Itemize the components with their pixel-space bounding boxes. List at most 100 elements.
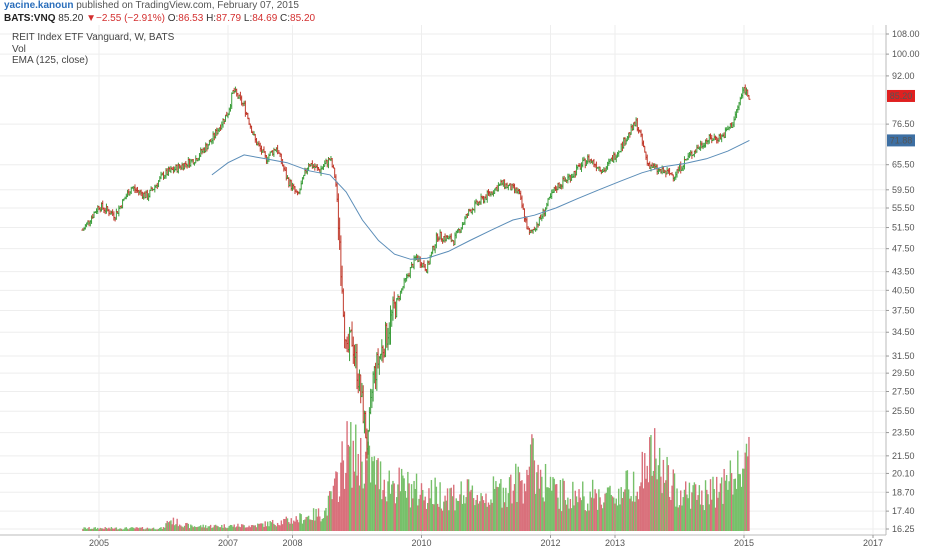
volume-bar: [311, 520, 314, 531]
volume-bar: [745, 443, 748, 531]
volume-bar: [336, 472, 338, 531]
volume-bar: [667, 465, 670, 531]
volume-bar: [294, 521, 296, 531]
volume-bar: [142, 529, 145, 531]
volume-bar: [687, 498, 689, 531]
volume-bar: [367, 441, 369, 531]
volume-bar: [361, 461, 363, 531]
volume-bar: [587, 503, 589, 531]
volume-bar: [675, 506, 677, 531]
volume-bar: [223, 524, 225, 531]
volume-bar: [451, 496, 454, 531]
volume-bar: [644, 453, 646, 531]
volume-bar: [188, 528, 191, 531]
volume-bar: [270, 522, 273, 531]
legend-vol: Vol: [12, 44, 26, 55]
volume-bar: [678, 505, 681, 531]
time-tick-label: 2013: [605, 538, 625, 548]
volume-bar: [265, 526, 268, 531]
volume-bar: [599, 497, 601, 531]
volume-bar: [541, 476, 543, 531]
volume-bar: [585, 511, 588, 531]
volume-bar: [646, 465, 648, 531]
volume-bar: [408, 483, 410, 531]
volume-bar: [121, 529, 124, 531]
volume-bar: [304, 519, 306, 531]
volume-bar: [389, 493, 392, 531]
volume-bar: [324, 510, 326, 531]
volume-bar: [131, 527, 134, 531]
volume-bar: [310, 519, 312, 531]
price-tick-label: 40.50: [892, 285, 915, 295]
volume-bar: [572, 481, 574, 531]
volume-bar: [689, 508, 692, 531]
legend-ema: EMA (125, close): [12, 55, 88, 66]
volume-bar: [176, 518, 178, 531]
volume-bar: [106, 528, 109, 531]
volume-bar: [680, 490, 682, 531]
volume-bar: [510, 474, 512, 531]
symbol-label[interactable]: BATS:VNQ: [4, 13, 56, 24]
volume-bar: [229, 524, 232, 531]
volume-bar: [360, 437, 362, 531]
volume-bar: [711, 499, 713, 531]
volume-bar: [415, 473, 418, 531]
volume-bar: [474, 505, 476, 531]
volume-bar: [231, 525, 233, 531]
volume-bar: [156, 529, 158, 531]
price-chart[interactable]: 108.00 100.00 92.00 76.50 65.50 59.50 55.50 51.…: [0, 25, 932, 550]
volume-bar: [116, 529, 119, 531]
volume-bar: [387, 481, 389, 531]
volume-bar: [181, 526, 183, 531]
volume-bar: [232, 526, 234, 531]
volume-bar: [508, 477, 511, 531]
volume-bar: [619, 504, 621, 531]
volume-bar: [398, 467, 400, 531]
volume-bar: [497, 487, 500, 531]
price-axis[interactable]: 108.00 100.00 92.00 76.50 65.50 59.50 55.50 51.…: [886, 29, 920, 534]
volume-bar: [384, 496, 387, 531]
volume-bar: [160, 527, 162, 531]
price-tick-label: 92.00: [892, 71, 915, 81]
volume-bar: [149, 528, 151, 531]
volume-bar: [368, 445, 371, 531]
volume-bar: [533, 460, 536, 531]
volume-bar: [662, 459, 665, 531]
volume-bar: [693, 482, 696, 531]
volume-bar: [338, 496, 341, 531]
volume-bar: [407, 471, 409, 531]
volume-bar: [208, 526, 211, 531]
volume-bar: [575, 496, 578, 531]
volume-bar: [567, 497, 569, 531]
volume-bar: [422, 489, 424, 531]
time-axis[interactable]: 2005 2007 2008 2010 2012 2013 2015 2017: [89, 535, 883, 548]
volume-bar: [490, 499, 492, 531]
volume-bar: [630, 496, 632, 531]
volume-bar: [104, 527, 106, 531]
volume-bar: [214, 524, 217, 531]
volume-bar: [661, 493, 663, 531]
volume-bar: [414, 488, 416, 531]
volume-bar: [652, 470, 655, 531]
author-name[interactable]: yacine.kanoun: [4, 0, 74, 11]
volume-bar: [119, 528, 121, 531]
volume-bar: [686, 494, 688, 531]
volume-bar: [325, 507, 327, 531]
volume-bar: [130, 527, 132, 531]
volume-bar: [286, 518, 289, 531]
volume-bar: [404, 490, 407, 531]
volume-bar: [180, 525, 182, 531]
volume-bar: [651, 475, 653, 531]
volume-bar: [379, 461, 382, 531]
volume-bar: [362, 488, 364, 531]
volume-bar: [744, 452, 746, 531]
volume-bar: [650, 435, 652, 531]
volume-bar: [714, 507, 717, 531]
volume-bar: [621, 498, 624, 531]
volume-bar: [538, 488, 541, 531]
volume-bar: [610, 494, 612, 531]
volume-bar: [399, 491, 402, 531]
close-value: 85.20: [290, 13, 316, 24]
volume-bar: [629, 498, 631, 531]
volume-bar: [242, 524, 244, 531]
